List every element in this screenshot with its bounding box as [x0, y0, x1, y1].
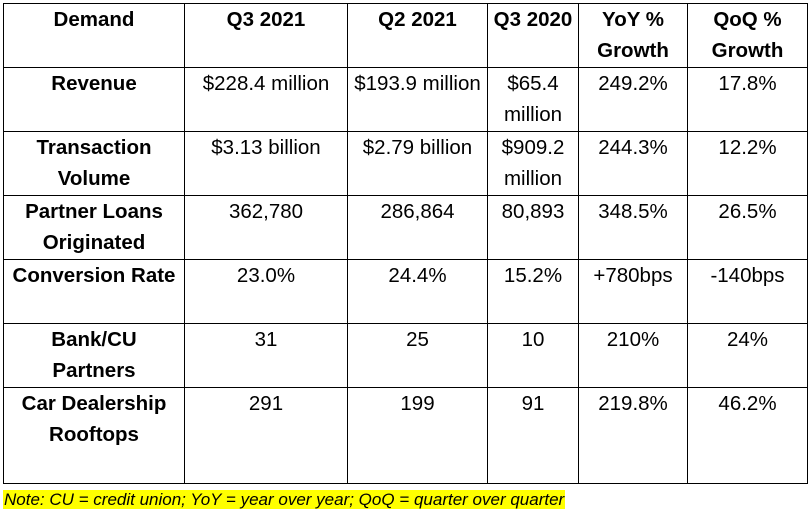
table-cell: $228.4 million — [184, 67, 348, 132]
table-cell: 80,893 — [487, 195, 579, 260]
table-cell: 91 — [487, 387, 579, 484]
table-cell: -140bps — [687, 259, 808, 324]
table-cell: 244.3% — [578, 131, 688, 196]
table-cell: $909.2 million — [487, 131, 579, 196]
header-q2-2021: Q2 2021 — [347, 3, 488, 68]
table-row: Transaction Volume $3.13 billion $2.79 b… — [3, 131, 808, 196]
table-cell: $2.79 billion — [347, 131, 488, 196]
table-cell: 249.2% — [578, 67, 688, 132]
header-yoy-growth: YoY % Growth — [578, 3, 688, 68]
table-cell: $193.9 million — [347, 67, 488, 132]
table-cell: 348.5% — [578, 195, 688, 260]
table-cell: 17.8% — [687, 67, 808, 132]
table-cell: 291 — [184, 387, 348, 484]
table-cell: 15.2% — [487, 259, 579, 324]
header-demand: Demand — [3, 3, 185, 68]
table-cell: 23.0% — [184, 259, 348, 324]
table-cell: $65.4 million — [487, 67, 579, 132]
table-cell: $3.13 billion — [184, 131, 348, 196]
table-cell: 46.2% — [687, 387, 808, 484]
table-row: Revenue $228.4 million $193.9 million $6… — [3, 67, 808, 132]
table-cell: 362,780 — [184, 195, 348, 260]
table-cell: 199 — [347, 387, 488, 484]
table-cell: 26.5% — [687, 195, 808, 260]
table-cell: 31 — [184, 323, 348, 388]
table-row: Conversion Rate 23.0% 24.4% 15.2% +780bp… — [3, 259, 808, 324]
header-q3-2021: Q3 2021 — [184, 3, 348, 68]
footnote: Note: CU = credit union; YoY = year over… — [3, 487, 566, 512]
row-label: Conversion Rate — [3, 259, 185, 324]
table-cell: 10 — [487, 323, 579, 388]
table-row: Bank/CU Partners 31 25 10 210% 24% — [3, 323, 808, 388]
row-label: Transaction Volume — [3, 131, 185, 196]
row-label: Partner Loans Originated — [3, 195, 185, 260]
row-label: Revenue — [3, 67, 185, 132]
table-cell: +780bps — [578, 259, 688, 324]
table-cell: 24% — [687, 323, 808, 388]
demand-metrics-table: Demand Q3 2021 Q2 2021 Q3 2020 YoY % Gro… — [3, 3, 808, 484]
table-cell: 12.2% — [687, 131, 808, 196]
footnote-text: Note: CU = credit union; YoY = year over… — [3, 490, 566, 509]
header-row: Demand Q3 2021 Q2 2021 Q3 2020 YoY % Gro… — [3, 3, 808, 68]
table-cell: 286,864 — [347, 195, 488, 260]
table-cell: 25 — [347, 323, 488, 388]
row-label: Car Dealership Rooftops — [3, 387, 185, 484]
table-cell: 219.8% — [578, 387, 688, 484]
row-label: Bank/CU Partners — [3, 323, 185, 388]
header-qoq-growth: QoQ % Growth — [687, 3, 808, 68]
table-row: Car Dealership Rooftops 291 199 91 219.8… — [3, 387, 808, 484]
header-q3-2020: Q3 2020 — [487, 3, 579, 68]
table-row: Partner Loans Originated 362,780 286,864… — [3, 195, 808, 260]
table-cell: 210% — [578, 323, 688, 388]
table-cell: 24.4% — [347, 259, 488, 324]
